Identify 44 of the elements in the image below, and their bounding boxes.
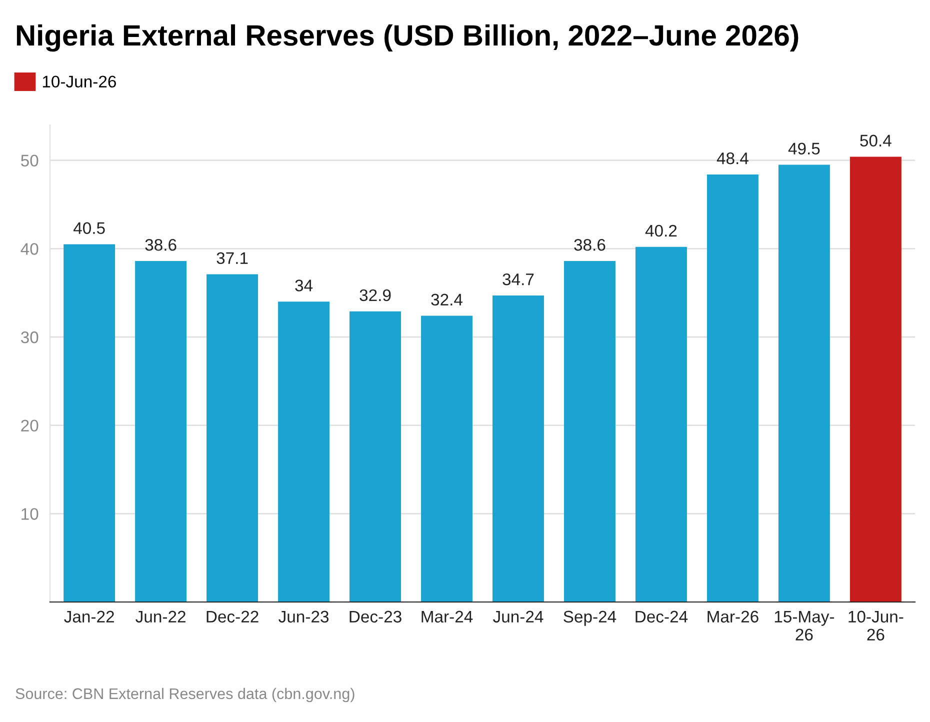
y-tick-label: 40 bbox=[20, 243, 38, 255]
data-label: 49.5 bbox=[788, 142, 820, 155]
x-tick-label: Dec-22 bbox=[206, 610, 258, 623]
data-label: 38.6 bbox=[574, 238, 606, 251]
source-note: Source: CBN External Reserves data (cbn.gov.ng) bbox=[16, 688, 354, 702]
bar bbox=[778, 164, 830, 602]
data-label: 50.4 bbox=[860, 134, 892, 147]
bar bbox=[206, 274, 258, 602]
bar bbox=[350, 311, 402, 602]
x-tick-label: Jun-22 bbox=[136, 610, 186, 623]
bar bbox=[135, 261, 187, 602]
bar bbox=[706, 174, 758, 602]
data-label: 32.9 bbox=[360, 289, 391, 302]
y-tick-label: 10 bbox=[22, 508, 38, 520]
data-label: 38.6 bbox=[145, 238, 176, 251]
data-label: 48.4 bbox=[716, 152, 748, 164]
bar bbox=[564, 261, 616, 602]
x-tick-label: Sep-24 bbox=[564, 610, 616, 626]
bar bbox=[278, 302, 330, 602]
bar bbox=[635, 246, 687, 602]
y-tick-label: 50 bbox=[21, 154, 38, 167]
legend-label: 10-Jun-26 bbox=[42, 76, 116, 88]
data-label: 32.4 bbox=[431, 294, 462, 306]
x-tick-label: 10-Jun-26 bbox=[848, 610, 904, 641]
x-tick-label: Jan-22 bbox=[64, 610, 114, 623]
bar bbox=[850, 156, 902, 602]
chart-title: Nigeria External Reserves (USD Billion, 2022–June 2026) bbox=[16, 24, 798, 52]
data-label: 40.5 bbox=[73, 222, 105, 234]
x-tick-label: Dec-23 bbox=[350, 610, 402, 623]
data-label: 37.1 bbox=[216, 252, 248, 264]
x-tick-label: 15-May-26 bbox=[774, 610, 834, 641]
x-tick-label: Jun-24 bbox=[493, 610, 544, 623]
bar bbox=[421, 316, 472, 602]
data-label: 40.2 bbox=[645, 224, 677, 237]
x-tick-label: Dec-24 bbox=[636, 610, 688, 623]
data-label: 34.7 bbox=[502, 273, 534, 286]
bar bbox=[64, 244, 116, 602]
data-label: 34 bbox=[295, 280, 313, 292]
x-tick-label: Jun-23 bbox=[278, 610, 329, 623]
x-tick-label: Mar-26 bbox=[708, 610, 758, 623]
y-tick-label: 20 bbox=[21, 420, 38, 432]
bar bbox=[492, 295, 544, 602]
x-tick-label: Mar-24 bbox=[422, 610, 473, 623]
y-tick-label: 30 bbox=[20, 331, 38, 344]
